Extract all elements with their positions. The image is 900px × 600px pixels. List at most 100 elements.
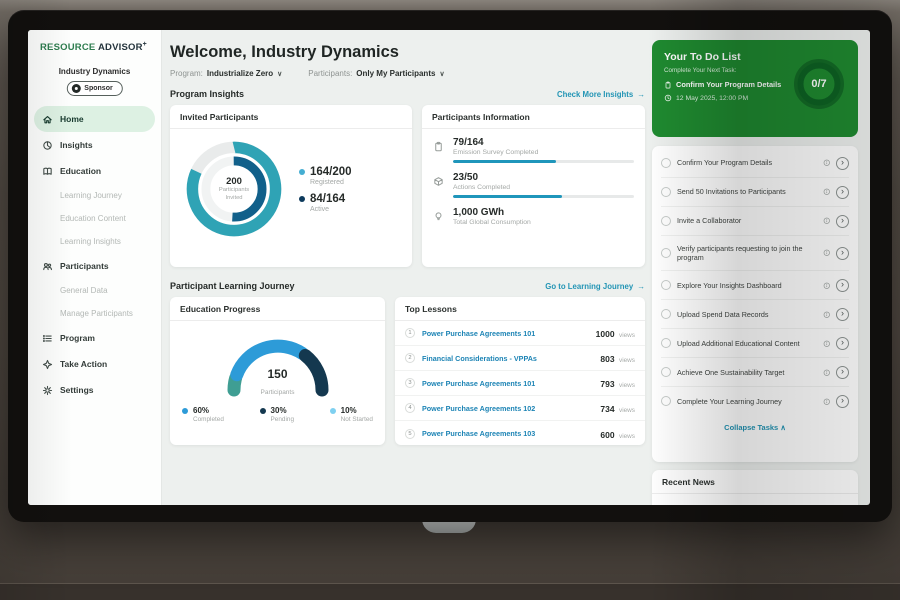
lesson-row: 5 Power Purchase Agreements 103 600 view…	[395, 421, 645, 446]
gear-icon	[42, 385, 53, 395]
check-more-insights-link[interactable]: Check More Insights →	[557, 90, 645, 99]
info-icon[interactable]	[823, 249, 831, 257]
task-open-button[interactable]: ›	[836, 156, 849, 170]
task-open-button[interactable]: ›	[836, 365, 849, 379]
lesson-views-count: 803	[600, 354, 615, 364]
sidebar-item-label: General Data	[60, 286, 108, 295]
sidebar-item-label: Learning Journey	[60, 191, 122, 200]
chevron-down-icon: ∨	[439, 70, 445, 78]
lesson-row: 4 Power Purchase Agreements 102 734 view…	[395, 396, 645, 421]
sidebar-item-education[interactable]: Education	[34, 158, 155, 184]
task-open-button[interactable]: ›	[836, 246, 849, 260]
lesson-link[interactable]: Financial Considerations - VPPAs	[422, 353, 537, 363]
task-open-button[interactable]: ›	[836, 336, 849, 350]
sidebar-item-program[interactable]: Program	[34, 325, 155, 351]
task-checkbox[interactable]	[661, 280, 671, 291]
sidebar-item-insights[interactable]: Insights	[34, 132, 155, 158]
task-checkbox[interactable]	[661, 367, 671, 378]
list-icon	[42, 334, 52, 342]
invited-participants-card: Invited Participants 200	[170, 105, 412, 267]
pending-label: Pending	[270, 416, 295, 423]
info-icon[interactable]	[823, 159, 831, 167]
collapse-tasks-link[interactable]: Collapse Tasks ∧	[661, 415, 849, 438]
info-icon[interactable]	[823, 217, 831, 225]
sidebar-nav: Home Insights Education Learning Journey	[34, 106, 155, 403]
sidebar-item-participants[interactable]: Participants	[34, 253, 155, 279]
task-label: Confirm Your Program Details	[677, 158, 773, 168]
sidebar-item-settings[interactable]: Settings	[34, 377, 155, 403]
sidebar-item-home[interactable]: Home	[34, 106, 155, 132]
info-icon[interactable]	[823, 282, 831, 290]
recent-news-title: Recent News	[652, 470, 858, 494]
participants-filter-label: Participants:	[308, 69, 353, 78]
task-checkbox[interactable]	[661, 248, 671, 259]
sidebar-item-education-content[interactable]: Education Content	[34, 207, 155, 230]
lesson-views-suffix: views	[619, 357, 635, 364]
sidebar-item-label: Insights	[60, 140, 93, 150]
lesson-link[interactable]: Power Purchase Agreements 102	[422, 403, 536, 413]
task-label: Upload Spend Data Records	[677, 309, 769, 319]
org-name: Industry Dynamics	[58, 67, 131, 76]
sidebar-item-label: Participants	[60, 261, 109, 271]
task-open-button[interactable]: ›	[836, 214, 849, 228]
todo-title: Your To Do List	[664, 51, 741, 63]
todo-next-task-label: Confirm Your Program Details	[676, 80, 782, 89]
sidebar-item-label: Learning Insights	[60, 237, 121, 246]
task-open-button[interactable]: ›	[836, 278, 849, 292]
chevron-down-icon: ∨	[277, 70, 283, 78]
emission-survey-progressbar	[453, 160, 634, 163]
info-icon[interactable]	[823, 398, 831, 406]
filter-bar: Program: Industrialize Zero ∨ Participan…	[170, 69, 645, 78]
todo-due: 12 May 2025, 12:00 PM	[664, 94, 846, 102]
sidebar-item-manage-participants[interactable]: Manage Participants	[34, 302, 155, 325]
task-checkbox[interactable]	[661, 396, 671, 407]
task-checkbox[interactable]	[661, 338, 671, 349]
go-to-learning-journey-link[interactable]: Go to Learning Journey →	[545, 282, 645, 291]
lesson-link[interactable]: Power Purchase Agreements 101	[422, 378, 536, 388]
participants-information-title: Participants Information	[422, 105, 645, 129]
task-checkbox[interactable]	[661, 309, 671, 320]
book-icon	[43, 167, 52, 175]
task-label: Explore Your Insights Dashboard	[677, 280, 782, 290]
sidebar-item-learning-journey[interactable]: Learning Journey	[34, 184, 155, 207]
task-label: Complete Your Learning Journey	[677, 396, 782, 406]
task-checkbox[interactable]	[661, 216, 671, 226]
task-row: Send 50 Invitations to Participants ›	[661, 178, 849, 207]
actions-icon	[434, 177, 443, 186]
info-icon[interactable]	[823, 340, 831, 348]
todo-due-label: 12 May 2025, 12:00 PM	[676, 94, 749, 102]
education-progress-title: Education Progress	[170, 297, 385, 321]
task-checkbox[interactable]	[661, 187, 671, 197]
legend-dot-registered	[299, 168, 305, 175]
emission-survey-label: Emission Survey Completed	[453, 149, 539, 156]
donut-center-label: Invited	[225, 194, 243, 201]
sidebar-item-learning-insights[interactable]: Learning Insights	[34, 230, 155, 253]
monitor-bezel: RESOURCE ADVISOR+ Industry Dynamics Spon…	[8, 10, 892, 522]
task-open-button[interactable]: ›	[836, 307, 849, 321]
take-action-icon	[42, 359, 53, 369]
program-filter[interactable]: Program: Industrialize Zero ∨	[170, 69, 282, 78]
task-checkbox[interactable]	[661, 158, 671, 168]
task-open-button[interactable]: ›	[836, 185, 849, 199]
participants-filter[interactable]: Participants: Only My Participants ∨	[308, 69, 444, 78]
lesson-views-count: 1000	[595, 329, 615, 339]
info-icon[interactable]	[823, 311, 831, 319]
sponsor-badge-label: Sponsor	[84, 85, 113, 92]
lesson-views-count: 793	[600, 379, 615, 389]
info-icon[interactable]	[823, 188, 831, 196]
task-label: Achieve One Sustainability Target	[677, 367, 785, 377]
task-row: Upload Additional Educational Content ›	[661, 329, 849, 359]
check-more-insights-label: Check More Insights	[556, 89, 634, 99]
info-icon[interactable]	[823, 369, 831, 377]
donut-center-label: Participants	[218, 186, 250, 193]
lesson-link[interactable]: Power Purchase Agreements 103	[422, 429, 536, 438]
legend-active: 84/164 Active	[299, 193, 352, 213]
sponsor-badge[interactable]: Sponsor	[66, 81, 123, 96]
brand-logo: RESOURCE ADVISOR+	[40, 41, 147, 53]
sidebar-item-general-data[interactable]: General Data	[34, 279, 155, 302]
sidebar-item-take-action[interactable]: Take Action	[34, 351, 155, 377]
lesson-link[interactable]: Power Purchase Agreements 101	[422, 328, 536, 338]
collapse-tasks-label: Collapse Tasks	[724, 423, 779, 433]
task-open-button[interactable]: ›	[836, 394, 849, 408]
